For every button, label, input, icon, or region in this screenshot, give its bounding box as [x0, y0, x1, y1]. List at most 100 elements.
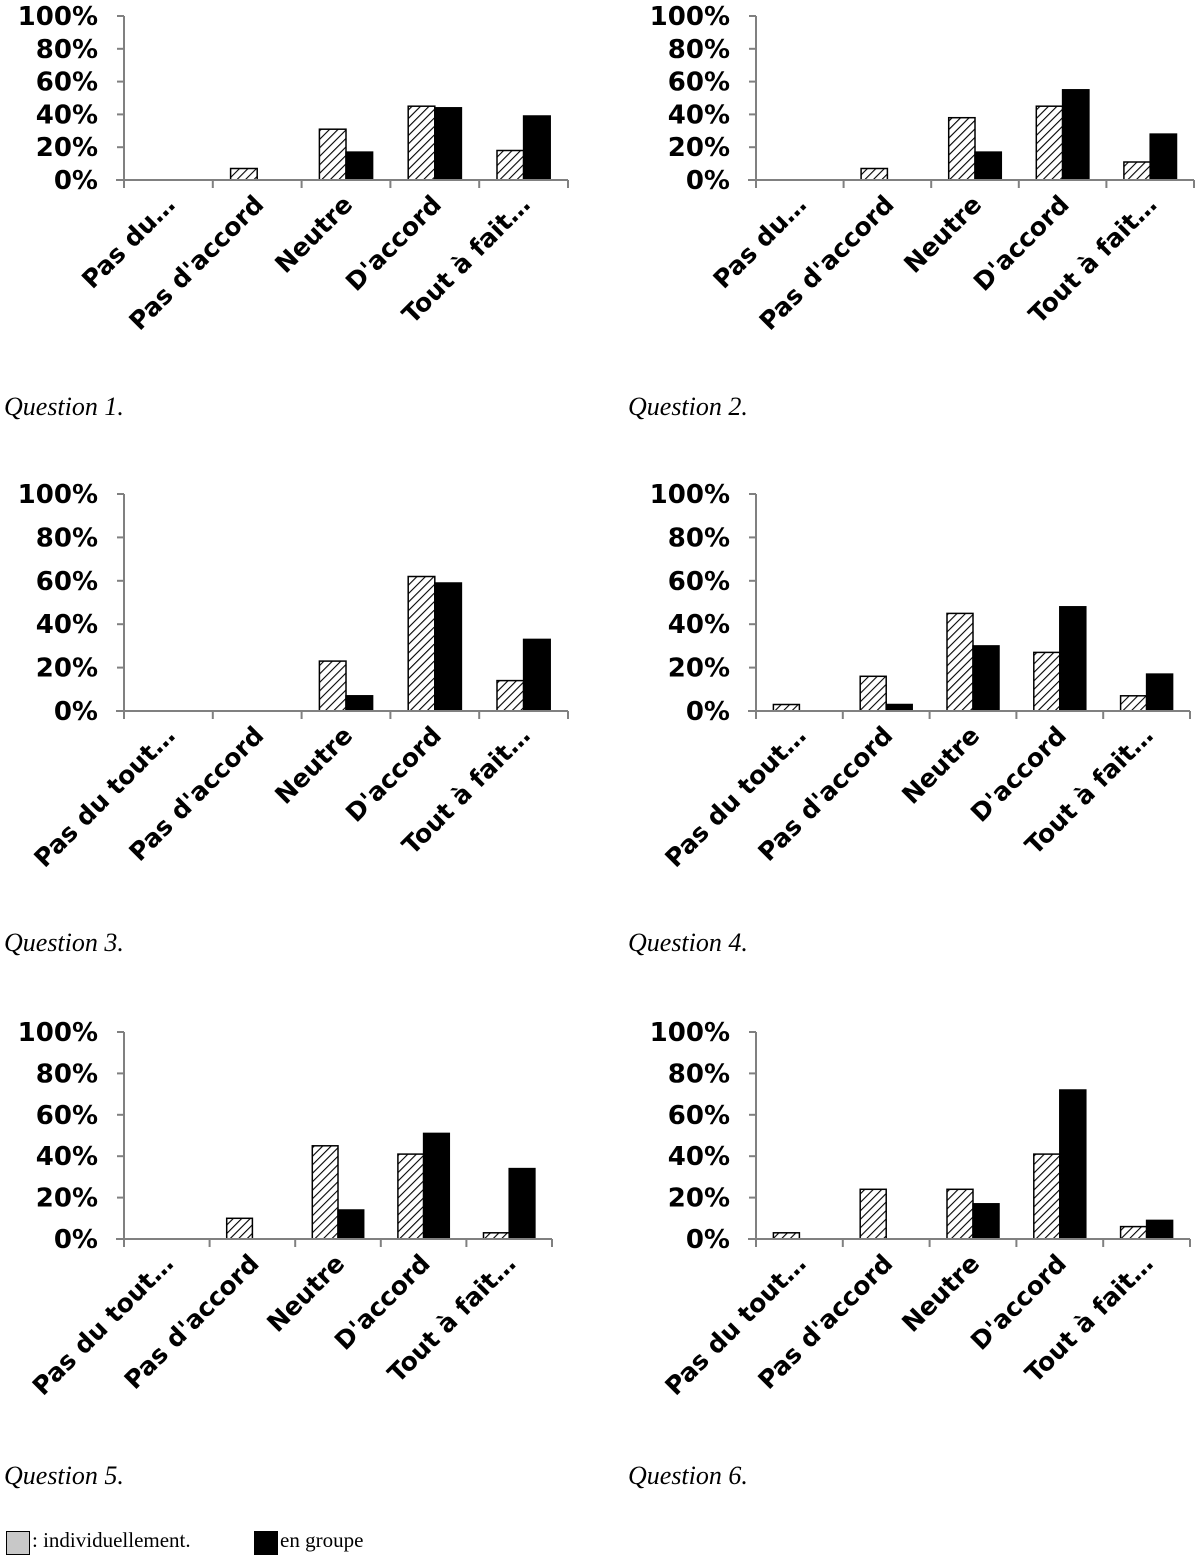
bar-group: [522, 638, 551, 712]
bar-individual: [407, 105, 436, 181]
legend-swatch-individual: [6, 1531, 30, 1555]
y-tick-label: 100%: [650, 1018, 730, 1048]
bar-individual: [318, 128, 347, 181]
y-tick-label: 80%: [36, 523, 98, 553]
bar-group: [1149, 133, 1178, 181]
y-tick-label: 40%: [668, 610, 730, 640]
bar-group: [434, 107, 463, 181]
y-tick-label: 40%: [36, 1142, 98, 1172]
y-tick-label: 80%: [36, 35, 98, 65]
legend-label-group: en groupe: [280, 1528, 364, 1552]
bar-individual: [496, 149, 525, 181]
legend-label-individual: : individuellement.: [32, 1528, 191, 1552]
y-tick-label: 0%: [54, 697, 98, 727]
bar-individual: [946, 1188, 974, 1240]
y-tick-label: 100%: [18, 1018, 98, 1048]
y-tick-label: 40%: [668, 1142, 730, 1172]
y-tick-label: 60%: [668, 68, 730, 98]
bar-group: [974, 151, 1003, 181]
y-tick-label: 20%: [668, 1184, 730, 1214]
x-category-label: Pas du tout…: [27, 1249, 179, 1401]
bar-individual: [229, 167, 258, 181]
y-tick-label: 60%: [668, 567, 730, 597]
y-tick-label: 80%: [36, 1059, 98, 1089]
chart-question-4: 0%20%40%60%80%100%Pas du tout…Pas d'acco…: [650, 480, 1191, 873]
y-tick-label: 60%: [36, 1101, 98, 1131]
bar-individual: [1119, 1225, 1148, 1240]
chart-question-5: 0%20%40%60%80%100%Pas du tout…Pas d'acco…: [18, 1018, 553, 1401]
bar-individual: [860, 167, 889, 181]
bar-individual: [1033, 651, 1061, 712]
bar-individual: [1035, 105, 1064, 181]
bar-group: [972, 645, 1000, 712]
bar-individual: [947, 116, 976, 181]
bar-group: [972, 1203, 1000, 1240]
bar-individual: [946, 612, 974, 712]
x-category-label: Neutre: [898, 190, 987, 279]
caption-text: Question 2: [628, 392, 742, 421]
caption-text: Question 6: [628, 1461, 742, 1490]
caption-question-6: Question 6.: [628, 1461, 748, 1490]
y-tick-label: 100%: [650, 2, 730, 32]
caption-text: Question 3: [4, 928, 118, 957]
caption-question-4: Question 4.: [628, 928, 748, 957]
caption-text: Question 5: [4, 1461, 118, 1490]
bar-group: [522, 115, 551, 181]
y-tick-label: 60%: [36, 68, 98, 98]
chart-question-1: 0%20%40%60%80%100%Pas du…Pas d'accord Neu…: [18, 2, 569, 336]
y-tick-label: 40%: [36, 610, 98, 640]
bar-individual: [1033, 1153, 1061, 1240]
y-tick-label: 20%: [36, 1184, 98, 1214]
caption-question-5: Question 5.: [4, 1461, 124, 1490]
y-tick-label: 20%: [36, 133, 98, 163]
y-tick-label: 20%: [36, 654, 98, 684]
y-tick-label: 0%: [686, 1225, 730, 1255]
caption-question-3: Question 3.: [4, 928, 124, 957]
bar-group: [1145, 673, 1174, 712]
y-tick-label: 80%: [668, 1059, 730, 1089]
y-tick-label: 40%: [36, 100, 98, 130]
caption-text: Question 4: [628, 928, 742, 957]
bar-group: [1059, 606, 1087, 712]
y-tick-label: 60%: [36, 567, 98, 597]
caption-text: Question 1: [4, 392, 118, 421]
y-tick-label: 100%: [650, 480, 730, 510]
chart-question-3: 0%20%40%60%80%100%Pas du tout…Pas d'acco…: [18, 480, 569, 873]
bar-individual: [311, 1145, 339, 1240]
bar-individual: [1123, 161, 1151, 181]
bar-group: [422, 1132, 451, 1240]
y-tick-label: 100%: [18, 480, 98, 510]
bar-individual: [318, 660, 347, 712]
y-tick-label: 0%: [54, 166, 98, 196]
bar-group: [345, 695, 374, 712]
bar-individual: [859, 675, 887, 712]
bar-group: [434, 582, 463, 712]
y-tick-label: 100%: [18, 2, 98, 32]
bar-individual: [407, 575, 436, 712]
x-category-label: Neutre: [269, 721, 358, 810]
caption-question-2: Question 2.: [628, 392, 748, 421]
chart-question-2: 0%20%40%60%80%100%Pas du…Pas d'accordNeu…: [650, 2, 1195, 336]
x-category-label: Neutre: [896, 1249, 985, 1338]
x-category-label: Neutre: [896, 721, 985, 810]
bar-group: [345, 151, 374, 181]
bar-individual: [859, 1188, 887, 1240]
y-tick-label: 20%: [668, 133, 730, 163]
bar-group: [1059, 1089, 1087, 1240]
y-tick-label: 40%: [668, 100, 730, 130]
y-tick-label: 60%: [668, 1101, 730, 1131]
bar-group: [1145, 1219, 1174, 1240]
y-tick-label: 0%: [686, 697, 730, 727]
y-tick-label: 80%: [668, 523, 730, 553]
bar-group: [337, 1209, 365, 1240]
bar-individual: [1119, 695, 1148, 712]
bar-group: [1061, 89, 1090, 181]
bar-individual: [225, 1217, 254, 1240]
y-tick-label: 80%: [668, 35, 730, 65]
bar-individual: [397, 1153, 425, 1240]
chart-question-6: 0%20%40%60%80%100%Pas du tout…Pas d'acco…: [650, 1018, 1191, 1401]
x-category-label: Neutre: [261, 1249, 350, 1338]
caption-question-1: Question 1.: [4, 392, 124, 421]
y-tick-label: 20%: [668, 654, 730, 684]
